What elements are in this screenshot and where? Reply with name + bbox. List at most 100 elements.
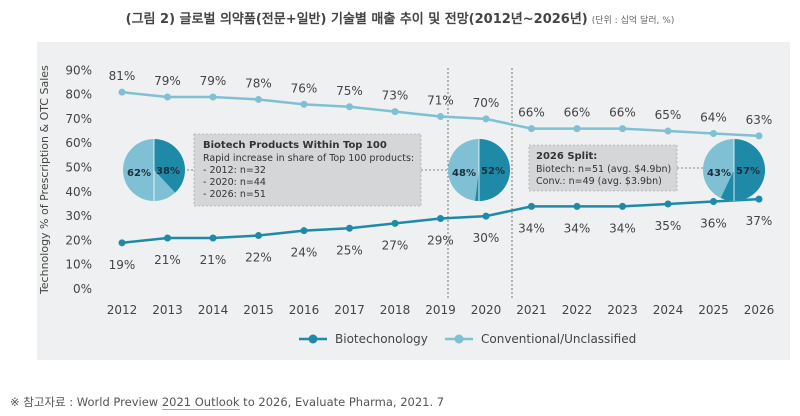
x-tick-label: 2023: [607, 303, 638, 317]
data-label-biotech: 36%: [700, 217, 727, 231]
x-tick-label: 2014: [198, 303, 229, 317]
source-prefix: ※ 참고자료 : World Preview: [10, 395, 162, 409]
data-label-conventional: 79%: [200, 74, 227, 88]
x-tick-label: 2015: [243, 303, 274, 317]
data-label-conventional: 64%: [700, 110, 727, 124]
data-point-conventional: [437, 112, 444, 120]
data-label-biotech: 27%: [382, 238, 409, 252]
legend-label-conventional: Conventional/Unclassified: [481, 332, 636, 346]
data-point-biotech: [619, 202, 626, 210]
data-label-biotech: 35%: [655, 219, 682, 233]
data-label-conventional: 65%: [655, 108, 682, 122]
y-tick-label: 10%: [65, 258, 92, 272]
x-tick-label: 2017: [334, 303, 365, 317]
data-label-biotech: 34%: [518, 221, 545, 235]
y-tick-label: 60%: [65, 136, 92, 150]
data-point-conventional: [346, 103, 353, 111]
y-tick-label: 50%: [65, 161, 92, 175]
data-point-conventional: [300, 100, 308, 108]
annotation-title: 2026 Split:: [536, 151, 597, 162]
data-label-biotech: 25%: [336, 243, 363, 257]
data-point-conventional: [710, 129, 717, 137]
data-point-conventional: [209, 93, 217, 101]
annotation-box-2026: [528, 144, 678, 192]
line-chart: 0% 10% 20% 30% 40% 50% 60% 70% 80% 90% Technology …: [38, 63, 775, 346]
x-tick-label: 2019: [425, 303, 456, 317]
data-label-biotech: 30%: [473, 231, 500, 245]
data-label-conventional: 70%: [473, 96, 500, 110]
data-point-biotech: [528, 202, 535, 210]
data-point-biotech: [437, 215, 444, 223]
y-tick-label: 0%: [73, 282, 92, 296]
data-point-conventional: [619, 125, 626, 133]
data-label-biotech: 34%: [564, 221, 591, 235]
x-tick-label: 2022: [562, 303, 593, 317]
x-tick-label: 2016: [289, 303, 320, 317]
data-label-conventional: 78%: [245, 76, 272, 90]
y-tick-label: 30%: [65, 209, 92, 223]
data-label-biotech: 21%: [154, 253, 181, 267]
pie-label-biotech: 57%: [736, 166, 760, 177]
data-point-biotech: [164, 234, 171, 242]
data-point-biotech: [482, 212, 490, 220]
data-label-biotech: 29%: [427, 234, 454, 248]
data-point-conventional: [528, 125, 535, 133]
x-tick-label: 2021: [516, 303, 547, 317]
data-point-biotech: [300, 227, 308, 235]
x-tick-label: 2026: [744, 303, 775, 317]
data-point-conventional: [255, 95, 262, 103]
x-tick-label: 2012: [107, 303, 138, 317]
data-label-biotech: 22%: [245, 251, 272, 265]
pie-label-biotech: 52%: [481, 166, 505, 177]
annotation-line: - 2020: n=44: [203, 177, 266, 188]
title-text: (그림 2) 글로벌 의약품(전문+일반) 기술별 매출 추이 및 전망(201…: [125, 12, 588, 27]
source-note: ※ 참고자료 : World Preview 2021 Outlook to 2…: [10, 394, 444, 410]
annotation-line: Conv.: n=49 (avg. $3.9bn): [536, 176, 662, 187]
data-label-conventional: 66%: [518, 106, 545, 120]
pie-label-conventional: 48%: [452, 168, 476, 179]
data-point-conventional: [664, 127, 672, 135]
y-tick-label: 90%: [65, 63, 92, 77]
y-tick-label: 80%: [65, 88, 92, 102]
pie-label-conventional: 43%: [707, 168, 731, 179]
annotation-line: Rapid increase in share of Top 100 produ…: [203, 153, 414, 164]
unit-note: (단위 : 십억 달러, %): [591, 16, 675, 26]
x-tick-label: 2024: [653, 303, 684, 317]
data-label-biotech: 34%: [609, 221, 636, 235]
data-label-biotech: 21%: [200, 253, 227, 267]
data-point-conventional: [573, 125, 581, 133]
data-label-conventional: 63%: [746, 113, 773, 127]
legend-label-biotech: Biotechonology: [335, 332, 428, 346]
pie-slice-biotech: [154, 139, 185, 193]
data-point-conventional: [164, 93, 171, 101]
source-suffix: to 2026, Evaluate Pharma, 2021. 7: [239, 395, 445, 409]
data-point-conventional: [391, 108, 399, 116]
data-label-conventional: 81%: [109, 69, 136, 83]
legend-marker-biotech: [308, 334, 318, 344]
data-point-conventional: [118, 88, 126, 96]
y-tick-label: 20%: [65, 233, 92, 247]
data-label-conventional: 75%: [336, 84, 363, 98]
x-tick-label: 2020: [471, 303, 502, 317]
annotation-box-top100: [193, 133, 422, 207]
y-axis-label: Technology % of Prescription & OTC Sales: [38, 65, 51, 295]
annotation-title: Biotech Products Within Top 100: [203, 140, 387, 151]
data-label-biotech: 19%: [109, 258, 136, 272]
data-label-biotech: 24%: [291, 246, 318, 260]
data-point-biotech: [118, 239, 126, 247]
data-label-conventional: 66%: [564, 106, 591, 120]
chart-panel: 0% 10% 20% 30% 40% 50% 60% 70% 80% 90% Technology …: [37, 42, 790, 360]
pie-slice-biotech: [475, 139, 510, 201]
source-highlight: 2021 Outlook: [161, 395, 240, 410]
data-point-conventional: [482, 115, 490, 123]
data-point-biotech: [710, 198, 717, 206]
pie-slice-biotech: [720, 139, 765, 201]
y-tick-label: 40%: [65, 185, 92, 199]
data-point-biotech: [391, 219, 399, 227]
annotation-line: - 2012: n=32: [203, 165, 266, 176]
data-point-biotech: [209, 234, 217, 242]
x-tick-label: 2013: [152, 303, 183, 317]
data-point-conventional: [755, 132, 763, 140]
pie-label-conventional: 62%: [127, 168, 151, 179]
legend-marker-conventional: [454, 334, 464, 344]
